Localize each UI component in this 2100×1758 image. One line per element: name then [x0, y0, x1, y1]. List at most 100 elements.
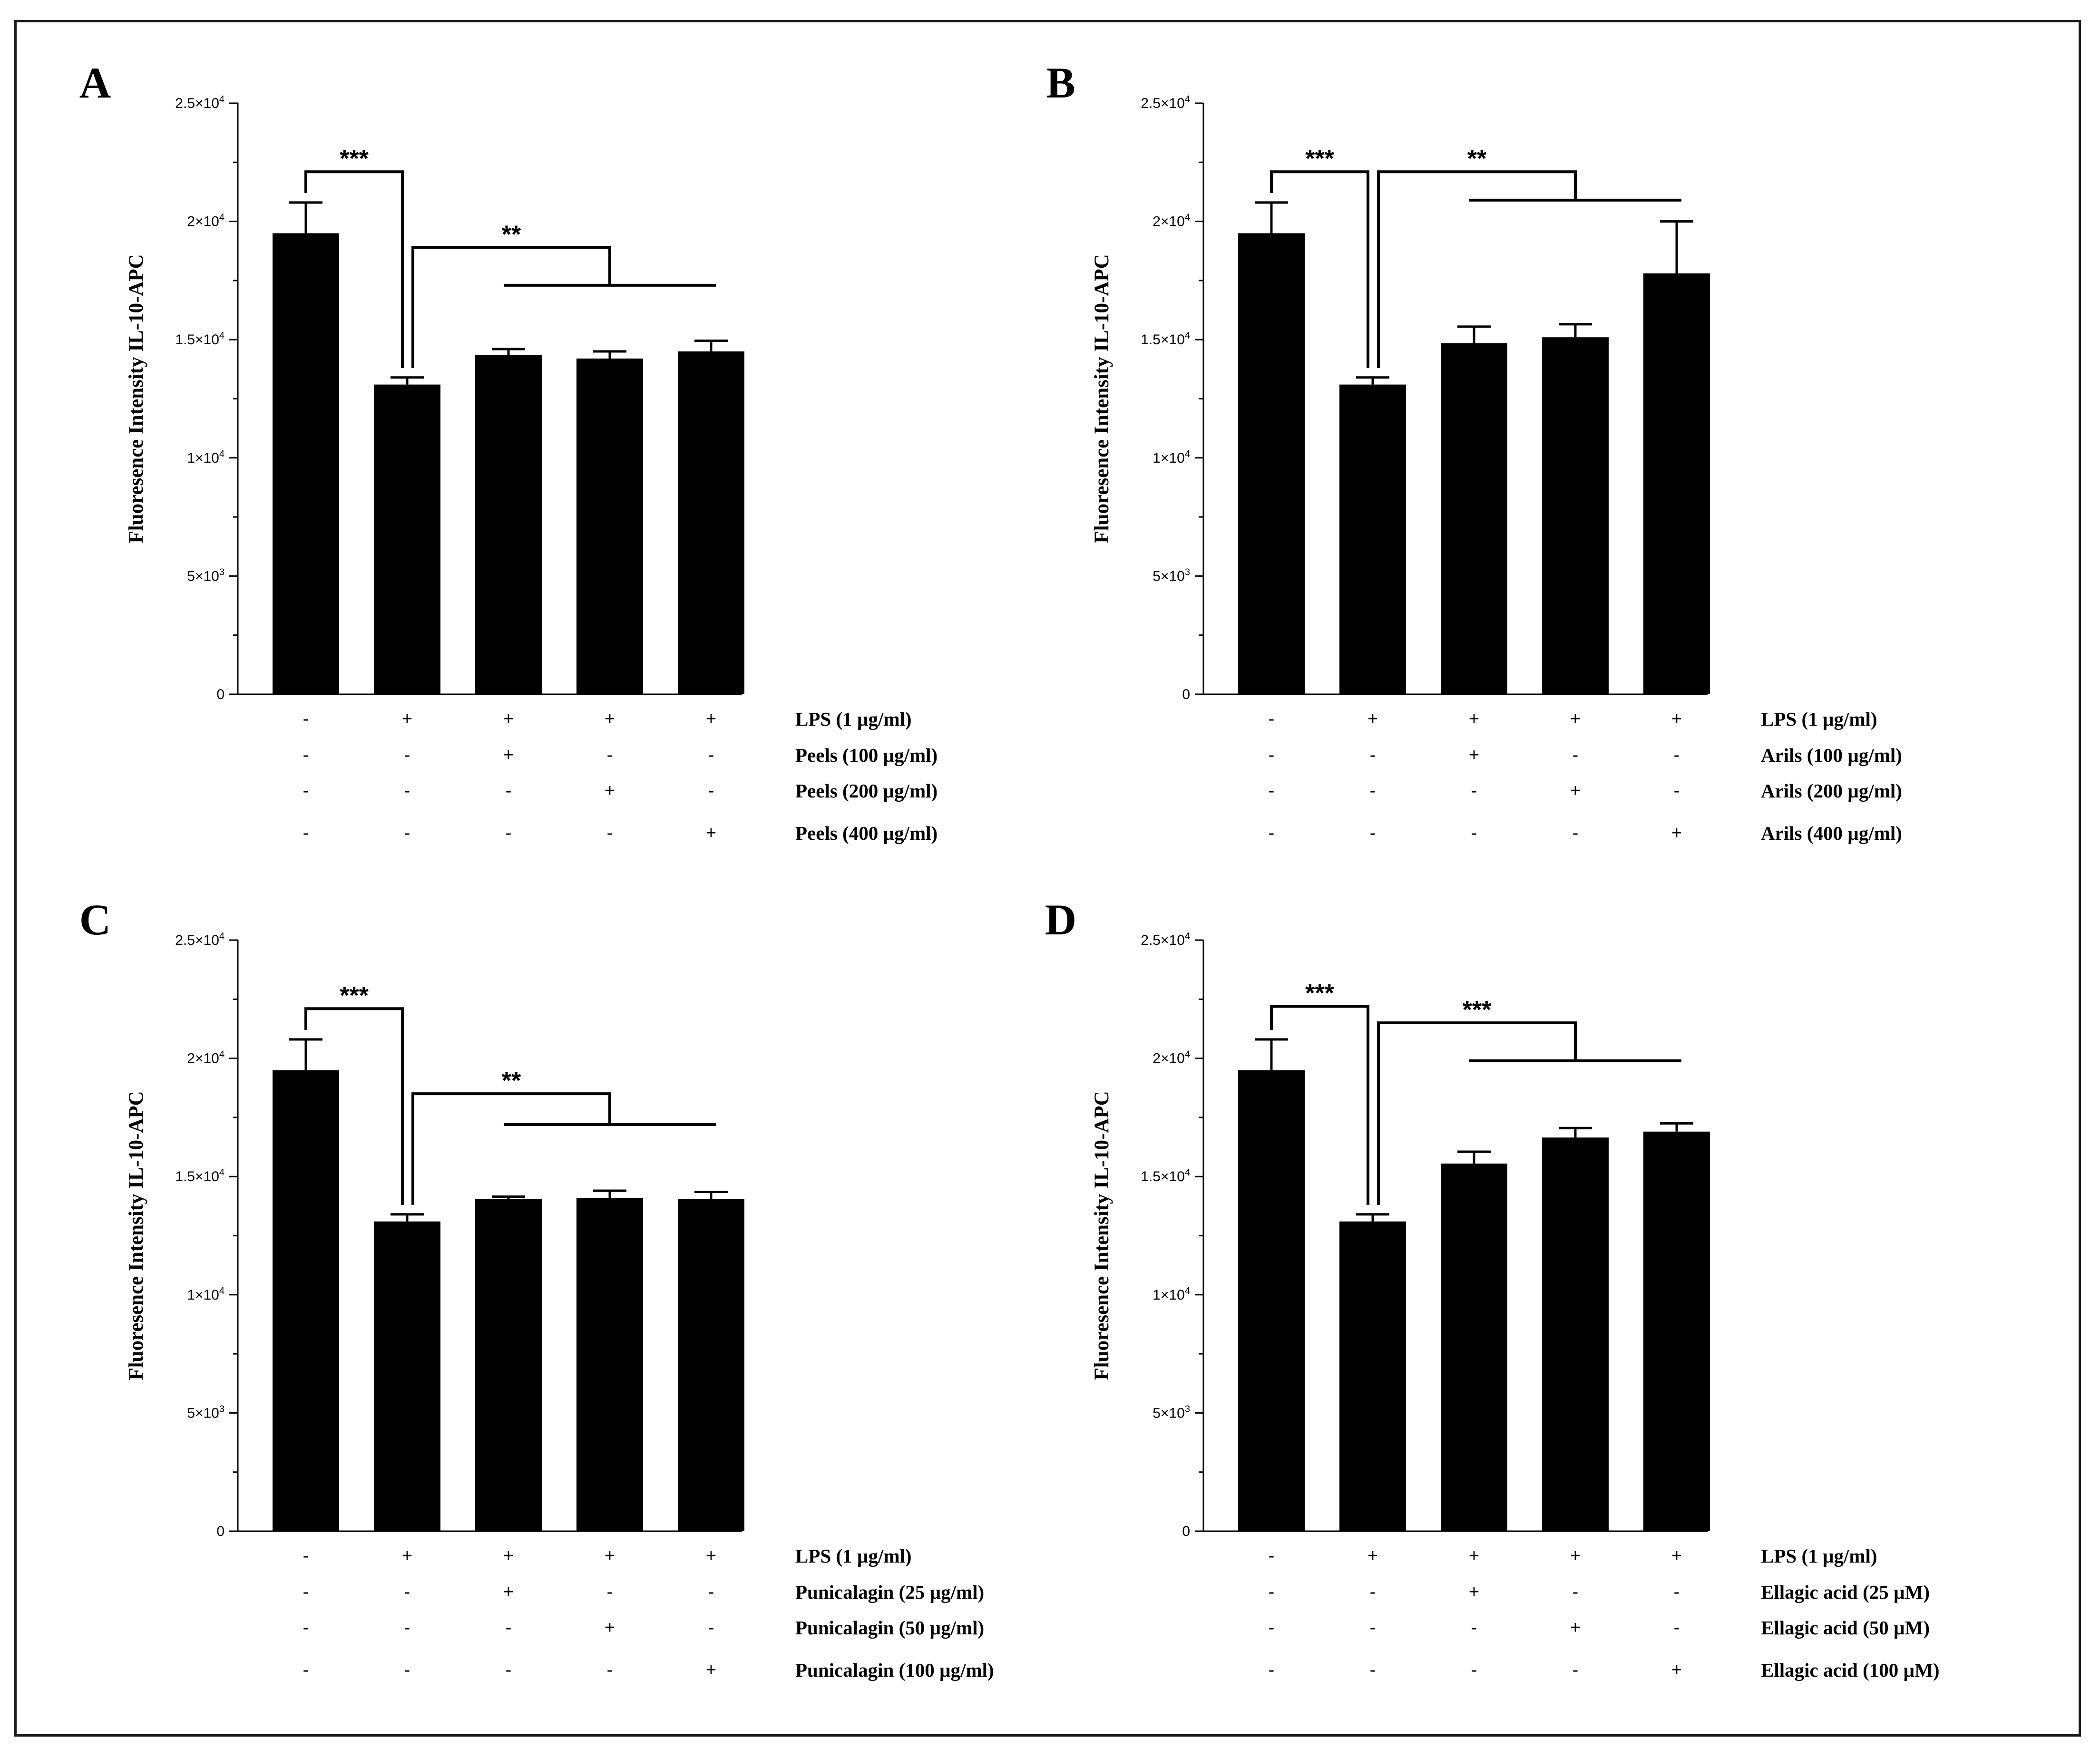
condition-sign: - — [1674, 1582, 1680, 1602]
panel-letter: C — [79, 895, 111, 944]
bar — [1643, 1131, 1710, 1531]
y-tick-label: 2.5×104 — [175, 94, 225, 111]
panel-d: D Fluoresence Intensity IL-10-APC 0 5×103 1×… — [1045, 895, 1940, 1681]
condition-sign: - — [1370, 781, 1376, 801]
condition-sign: + — [1469, 745, 1479, 765]
bar — [374, 1221, 440, 1531]
condition-sign: + — [605, 1618, 615, 1638]
condition-sign: + — [706, 1546, 716, 1566]
condition-sign: - — [1269, 1660, 1275, 1680]
bar — [576, 358, 643, 694]
condition-sign: - — [1269, 1546, 1275, 1566]
condition-sign: - — [404, 1618, 410, 1638]
condition-sign: - — [506, 1660, 512, 1680]
condition-sign: - — [303, 781, 309, 801]
significance-label: *** — [1305, 145, 1334, 173]
condition-sign: - — [303, 1618, 309, 1638]
y-tick-label: 1.5×104 — [1141, 1167, 1190, 1185]
condition-label: Peels (400 µg/ml) — [795, 822, 938, 844]
condition-sign: - — [1370, 1660, 1376, 1680]
condition-sign: - — [1674, 781, 1680, 801]
condition-sign: - — [404, 745, 410, 765]
figure-border — [14, 20, 2081, 1737]
condition-sign: - — [303, 745, 309, 765]
y-axis-label: Fluoresence Intensity IL-10-APC — [1091, 254, 1113, 543]
y-tick-label: 5×103 — [1153, 1404, 1190, 1421]
condition-label: Ellagic acid (25 µM) — [1761, 1581, 1930, 1603]
bar — [678, 351, 744, 694]
condition-sign: - — [506, 823, 512, 843]
condition-sign: - — [1471, 1660, 1477, 1680]
significance-bracket — [1270, 170, 1369, 368]
condition-sign: + — [1469, 709, 1479, 729]
condition-sign: + — [1671, 709, 1682, 729]
significance-bracket — [304, 170, 404, 368]
y-tick-label: 0 — [1182, 687, 1190, 702]
panel-letter: B — [1046, 58, 1075, 107]
condition-label: Arils (400 µg/ml) — [1761, 822, 1902, 844]
bar — [1441, 1163, 1507, 1531]
condition-sign: + — [1367, 709, 1378, 729]
condition-sign: - — [1573, 1582, 1579, 1602]
condition-label: LPS (1 µg/ml) — [795, 708, 912, 730]
condition-sign: + — [706, 709, 716, 729]
condition-sign: - — [607, 1660, 613, 1680]
significance-label: *** — [1463, 996, 1492, 1024]
condition-label: LPS (1 µg/ml) — [795, 1545, 912, 1567]
significance-bracket — [1377, 170, 1577, 368]
panel-b: B Fluoresence Intensity IL-10-APC 0 5×103 1×… — [1046, 58, 1902, 844]
condition-sign: + — [402, 1546, 412, 1566]
y-tick-label: 1×104 — [1153, 1286, 1190, 1303]
y-axis-label: Fluoresence Intensity IL-10-APC — [125, 254, 147, 543]
significance-label: ** — [1467, 145, 1487, 173]
condition-label: Ellagic acid (100 µM) — [1761, 1659, 1940, 1681]
y-tick-label: 5×103 — [187, 567, 225, 584]
condition-label: Arils (100 µg/ml) — [1761, 744, 1902, 766]
bar — [1643, 273, 1710, 694]
condition-sign: - — [607, 823, 613, 843]
bar — [678, 1199, 744, 1531]
condition-sign: - — [607, 745, 613, 765]
condition-sign: - — [708, 1582, 714, 1602]
bar — [1441, 343, 1507, 694]
condition-label: LPS (1 µg/ml) — [1761, 708, 1877, 730]
condition-sign: - — [1269, 745, 1275, 765]
condition-sign: - — [404, 1660, 410, 1680]
condition-sign: + — [1671, 1546, 1682, 1566]
condition-sign: - — [506, 1618, 512, 1638]
condition-sign: - — [607, 1582, 613, 1602]
significance-bracket — [411, 246, 611, 368]
condition-sign: + — [1367, 1546, 1378, 1566]
condition-sign: - — [708, 781, 714, 801]
condition-sign: - — [1269, 709, 1275, 729]
condition-sign: - — [404, 1582, 410, 1602]
condition-sign: - — [506, 781, 512, 801]
condition-sign: + — [503, 1582, 514, 1602]
condition-sign: - — [404, 823, 410, 843]
condition-sign: - — [1370, 1582, 1376, 1602]
condition-sign: + — [1570, 781, 1581, 801]
y-tick-label: 1×104 — [187, 449, 225, 466]
y-tick-label: 2×104 — [187, 213, 225, 230]
y-tick-label: 0 — [216, 687, 225, 702]
y-tick-label: 1.5×104 — [1141, 330, 1190, 348]
y-tick-label: 2.5×104 — [1141, 931, 1190, 948]
condition-sign: - — [1573, 745, 1579, 765]
condition-sign: - — [1370, 823, 1376, 843]
y-tick-label: 5×103 — [187, 1404, 225, 1421]
condition-sign: - — [708, 745, 714, 765]
condition-sign: - — [1573, 823, 1579, 843]
condition-sign: + — [1469, 1582, 1479, 1602]
significance-label: ** — [502, 221, 521, 248]
condition-sign: + — [605, 709, 615, 729]
condition-label: Ellagic acid (50 µM) — [1761, 1617, 1930, 1639]
y-tick-label: 2×104 — [1153, 213, 1190, 230]
condition-sign: - — [303, 1660, 309, 1680]
condition-sign: + — [402, 709, 412, 729]
y-tick-label: 2.5×104 — [175, 931, 225, 948]
bar — [1542, 337, 1609, 694]
condition-sign: - — [1674, 745, 1680, 765]
bar — [475, 1199, 542, 1531]
condition-sign: - — [303, 823, 309, 843]
